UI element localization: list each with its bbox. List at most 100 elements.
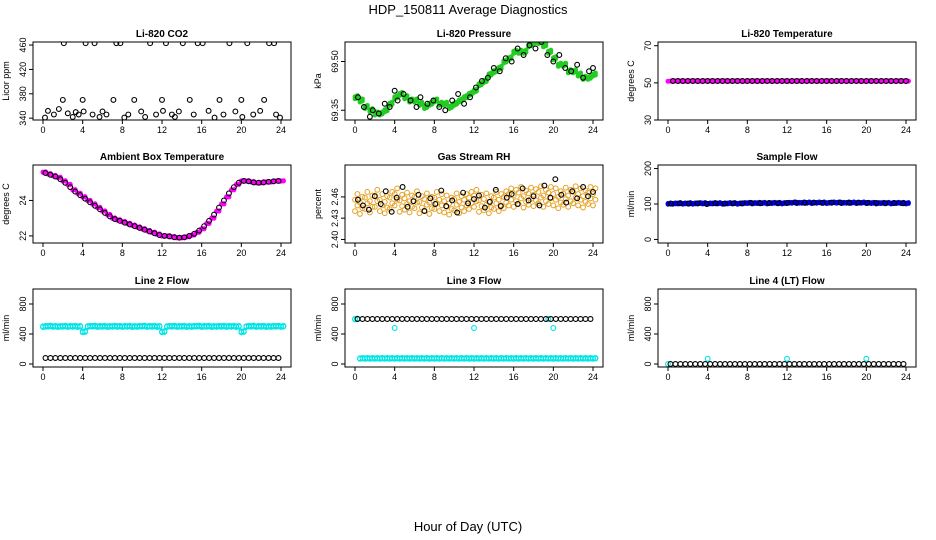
- data-point: [476, 208, 482, 215]
- data-point: [205, 107, 212, 114]
- data-point: [449, 197, 456, 204]
- data-point: [436, 208, 443, 214]
- data-point: [562, 184, 569, 191]
- data-point: [414, 199, 420, 206]
- data-point: [216, 204, 222, 211]
- data-point: [563, 199, 570, 206]
- y-tick-label: 2.40: [330, 231, 340, 249]
- data-point: [360, 104, 367, 110]
- panel-title: Li-820 Temperature: [741, 29, 833, 40]
- data-point: [399, 184, 406, 190]
- data-point: [882, 200, 889, 207]
- y-tick-label: 0: [18, 361, 28, 366]
- data-point: [45, 107, 51, 114]
- x-tick-label: 20: [861, 372, 871, 382]
- data-point: [467, 94, 473, 101]
- data-point: [201, 355, 208, 361]
- data-point: [433, 316, 440, 322]
- data-point: [360, 96, 365, 102]
- data-point: [199, 42, 206, 47]
- data-point: [873, 199, 880, 206]
- data-point: [792, 199, 799, 206]
- data-point: [443, 203, 450, 210]
- x-tick-label: 8: [745, 125, 750, 135]
- data-point: [417, 94, 424, 101]
- data-point: [552, 185, 559, 192]
- data-point: [900, 200, 906, 207]
- data-point: [574, 61, 581, 68]
- panel-9: Line 4 (LT) Flow ml/min 0 4 8 12 16 20 24 0 400 800: [626, 276, 917, 382]
- data-point: [87, 199, 94, 206]
- data-point: [232, 108, 239, 115]
- y-tick-label: 420: [18, 62, 28, 77]
- x-tick-label: 20: [548, 248, 558, 258]
- data-point: [682, 361, 689, 367]
- data-point: [216, 355, 222, 361]
- data-point: [801, 361, 808, 367]
- data-point: [468, 316, 475, 322]
- data-point: [547, 194, 554, 201]
- data-point: [520, 52, 527, 58]
- x-tick-label: 4: [705, 125, 710, 135]
- data-point: [69, 114, 76, 120]
- data-point: [381, 210, 388, 217]
- data-point: [592, 355, 599, 361]
- y-tick-label: 2.43: [330, 209, 340, 227]
- data-point: [102, 209, 108, 216]
- data-point: [379, 316, 386, 322]
- panel-ylabel: ml/min: [1, 315, 11, 342]
- data-point: [448, 316, 455, 322]
- series-2: [391, 316, 557, 331]
- data-point: [685, 200, 692, 207]
- data-point: [530, 193, 537, 200]
- y-tick-label: 69.50: [330, 50, 340, 73]
- data-point: [525, 197, 532, 204]
- data-point: [190, 111, 197, 118]
- x-tick-label: 8: [120, 248, 125, 258]
- data-point: [391, 87, 398, 94]
- data-point: [196, 355, 203, 361]
- x-tick-label: 20: [861, 248, 871, 258]
- data-point: [96, 114, 103, 120]
- x-tick-label: 24: [901, 248, 911, 258]
- x-tick-label: 12: [469, 248, 479, 258]
- x-tick-label: 4: [80, 372, 85, 382]
- data-point: [756, 361, 763, 367]
- data-point: [860, 361, 867, 367]
- data-point: [245, 355, 252, 361]
- panel-4: Ambient Box Temperature degrees C 0 4 8 12 16 2…: [1, 152, 292, 258]
- data-point: [201, 223, 208, 230]
- y-tick-label: 340: [18, 111, 28, 126]
- x-tick-label: 12: [782, 125, 792, 135]
- data-point: [556, 52, 563, 58]
- data-point: [233, 323, 240, 330]
- data-point: [47, 171, 54, 178]
- data-point: [552, 176, 559, 183]
- data-point: [400, 91, 407, 97]
- x-tick-label: 16: [509, 372, 519, 382]
- x-tick-label: 8: [745, 248, 750, 258]
- series-3: [354, 316, 594, 322]
- x-tick-label: 0: [665, 125, 670, 135]
- data-point: [426, 211, 433, 217]
- data-point: [106, 355, 113, 361]
- data-point: [796, 361, 803, 367]
- data-point: [427, 195, 434, 202]
- data-point: [171, 114, 178, 120]
- x-tick-label: 24: [276, 248, 286, 258]
- data-point: [226, 42, 233, 47]
- data-point: [587, 316, 594, 322]
- data-point: [161, 355, 168, 361]
- data-point: [562, 316, 569, 322]
- data-point: [582, 316, 589, 322]
- data-point: [111, 355, 118, 361]
- data-point: [359, 316, 366, 322]
- data-point: [163, 42, 169, 47]
- data-point: [454, 209, 461, 216]
- data-point: [432, 201, 439, 207]
- data-point: [441, 198, 448, 205]
- data-point: [550, 202, 557, 209]
- panel-ylabel: ml/min: [626, 315, 636, 342]
- data-point: [771, 361, 778, 367]
- data-point: [191, 355, 198, 361]
